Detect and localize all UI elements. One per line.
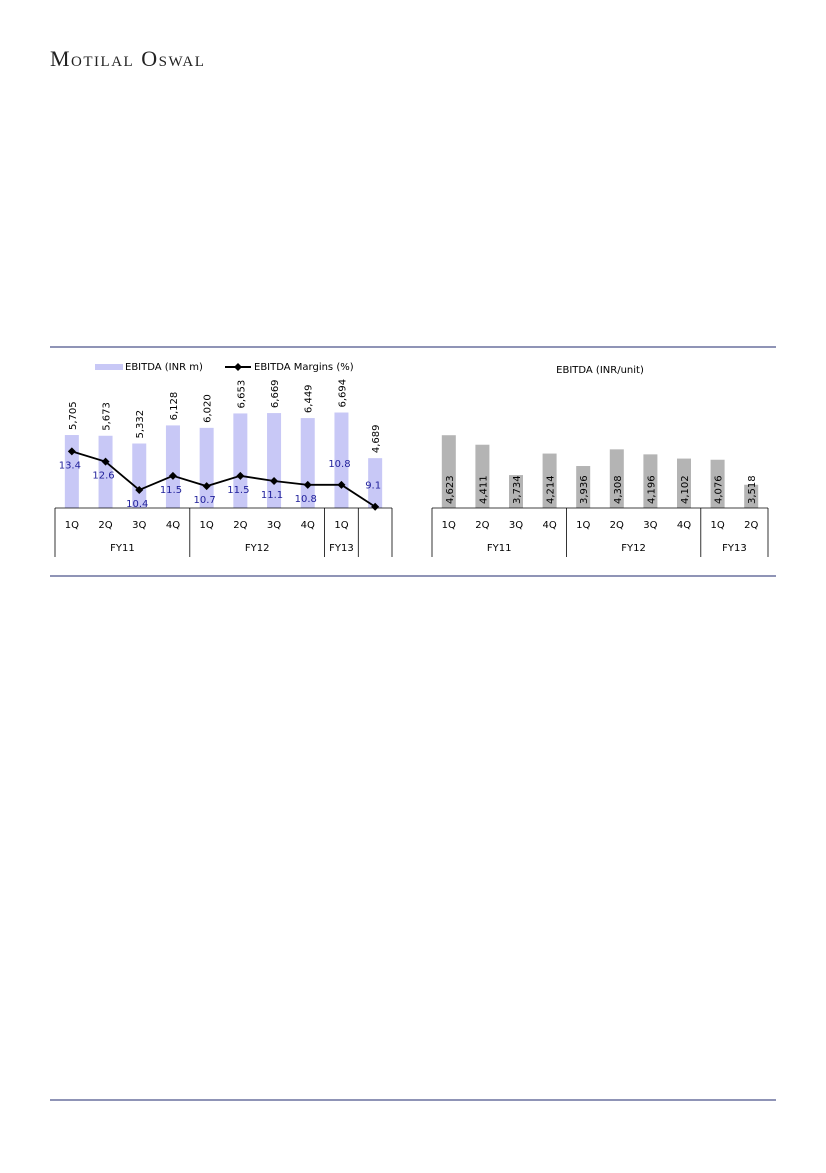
x-tick-label: 2Q xyxy=(744,520,758,531)
bar xyxy=(576,466,591,508)
x-tick-label: 4Q xyxy=(301,520,315,531)
margin-label: 11.5 xyxy=(227,485,249,496)
x-tick-label: 3Q xyxy=(132,520,146,531)
x-tick-label: 2Q xyxy=(475,520,489,531)
value-label: 4,196 xyxy=(646,475,657,504)
margin-marker xyxy=(168,471,177,480)
margin-label: 10.8 xyxy=(328,459,350,470)
value-label: 6,020 xyxy=(203,394,214,423)
margin-marker xyxy=(270,476,279,485)
value-label: 6,694 xyxy=(337,379,348,408)
value-label: 6,669 xyxy=(270,379,281,408)
margin-label: 12.6 xyxy=(92,471,114,482)
bar xyxy=(643,454,658,508)
bar xyxy=(64,435,79,508)
value-label: 4,102 xyxy=(680,475,691,504)
group-label: FY13 xyxy=(329,543,354,554)
x-tick-label: 4Q xyxy=(542,520,556,531)
margin-label: 11.5 xyxy=(160,485,182,496)
value-label: 3,734 xyxy=(512,475,523,504)
margin-marker xyxy=(202,482,211,491)
x-tick-label: 1Q xyxy=(334,520,348,531)
value-label: 4,623 xyxy=(445,475,456,504)
bar xyxy=(609,449,624,508)
margin-marker xyxy=(67,447,76,456)
margin-label: 11.1 xyxy=(261,490,283,501)
value-label: 6,653 xyxy=(236,380,247,409)
bar xyxy=(165,425,180,508)
margin-line xyxy=(71,450,376,508)
value-label: 5,332 xyxy=(135,410,146,439)
margin-marker xyxy=(371,502,380,511)
x-tick-label: 1Q xyxy=(576,520,590,531)
value-label: 3,518 xyxy=(747,475,758,504)
margin-marker xyxy=(236,471,245,480)
margin-marker xyxy=(101,457,110,466)
value-label: 4,214 xyxy=(546,475,557,504)
value-label: 4,076 xyxy=(714,475,725,504)
legend-swatch xyxy=(95,364,123,370)
bar xyxy=(199,427,214,508)
bar xyxy=(267,413,282,508)
logo: Motilal Oswal xyxy=(50,46,205,71)
bar xyxy=(677,458,691,508)
bar xyxy=(441,435,456,508)
x-tick-label: 1Q xyxy=(200,520,214,531)
chart-title: EBITDA (INR/unit) xyxy=(556,365,644,376)
x-tick-label: 3Q xyxy=(509,520,523,531)
x-tick-label: 4Q xyxy=(677,520,691,531)
margin-marker xyxy=(337,480,346,489)
group-label: FY12 xyxy=(245,543,270,554)
x-tick-label: 2Q xyxy=(98,520,112,531)
bar xyxy=(233,413,248,508)
bar xyxy=(132,443,147,508)
bar xyxy=(509,475,523,508)
x-tick-label: 1Q xyxy=(710,520,724,531)
x-tick-label: 3Q xyxy=(643,520,657,531)
margin-label: 9.1 xyxy=(365,481,381,492)
x-tick-label: 4Q xyxy=(166,520,180,531)
group-label: FY12 xyxy=(621,543,646,554)
value-label: 5,673 xyxy=(102,402,113,431)
value-label: 6,449 xyxy=(304,384,315,413)
margin-marker xyxy=(303,480,312,489)
value-label: 4,411 xyxy=(478,475,489,504)
legend-marker xyxy=(234,363,242,371)
value-label: 3,936 xyxy=(579,475,590,504)
x-tick-label: 3Q xyxy=(267,520,281,531)
bar xyxy=(542,453,557,508)
margin-label: 10.8 xyxy=(295,494,317,505)
legend-label: EBITDA (INR m) xyxy=(125,362,203,373)
value-label: 6,128 xyxy=(169,392,180,421)
margin-label: 10.4 xyxy=(126,499,148,510)
bar xyxy=(475,444,490,508)
group-label: FY11 xyxy=(487,543,512,554)
legend-label: EBITDA Margins (%) xyxy=(254,362,354,373)
value-label: 5,705 xyxy=(68,401,79,430)
margin-label: 13.4 xyxy=(59,460,81,471)
x-tick-label: 2Q xyxy=(233,520,247,531)
bar xyxy=(368,458,383,508)
x-tick-label: 1Q xyxy=(65,520,79,531)
value-label: 4,689 xyxy=(371,425,382,454)
margin-marker xyxy=(135,485,144,494)
bar xyxy=(744,484,759,508)
margin-label: 10.7 xyxy=(194,495,216,506)
group-label: FY11 xyxy=(110,543,135,554)
x-tick-label: 1Q xyxy=(442,520,456,531)
bar xyxy=(98,435,113,508)
bar xyxy=(710,459,725,508)
x-tick-label: 2Q xyxy=(610,520,624,531)
value-label: 4,308 xyxy=(613,475,624,504)
group-label: FY13 xyxy=(722,543,747,554)
